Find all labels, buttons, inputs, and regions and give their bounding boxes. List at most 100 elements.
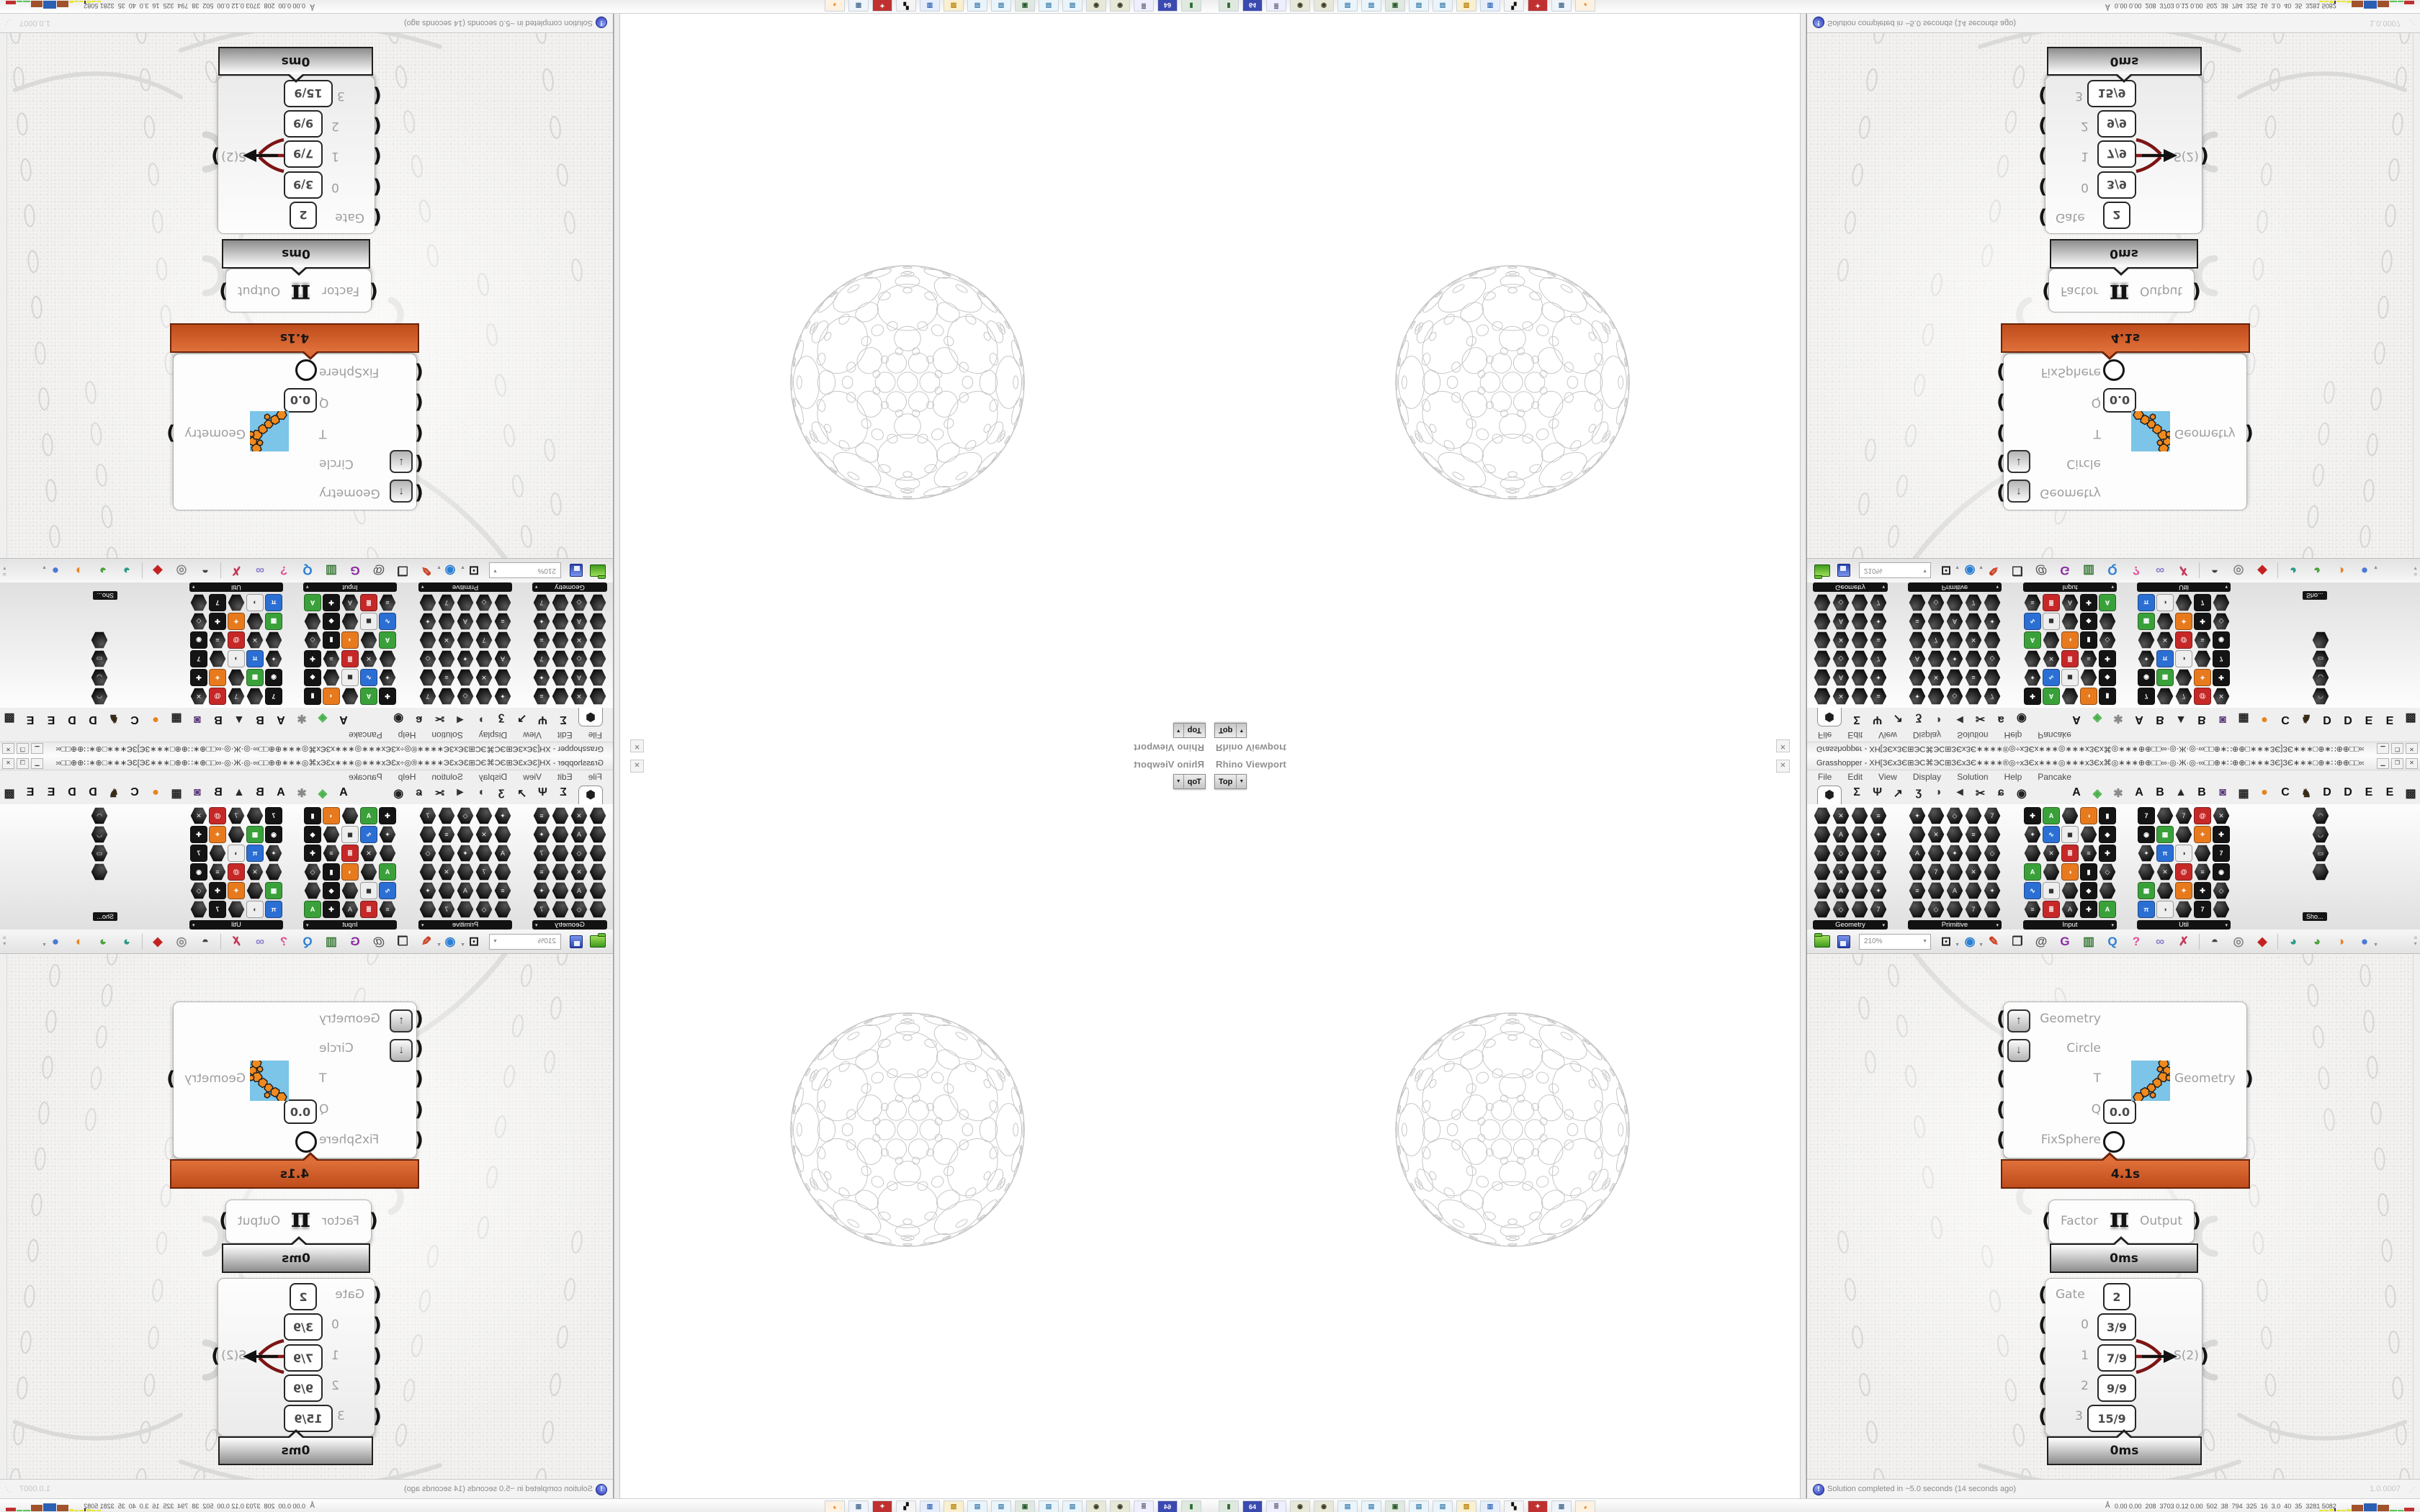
component-icon[interactable]: ◇: [2213, 613, 2230, 630]
canvas-scrollbar[interactable]: [0, 32, 7, 558]
component-icon[interactable]: [2080, 669, 2097, 686]
surface-tab-icon[interactable]: ◗: [477, 714, 485, 726]
component-icon[interactable]: A: [1832, 669, 1850, 686]
component-icon[interactable]: ▦: [265, 613, 282, 630]
component-icon[interactable]: ✕: [1832, 688, 1850, 705]
component-icon[interactable]: ✦: [2194, 669, 2211, 686]
arrow-up-icon[interactable]: ↑: [2007, 1009, 2030, 1032]
component-icon[interactable]: 7: [2213, 845, 2230, 862]
zoom-combobox[interactable]: 210% ▼: [1859, 562, 1931, 579]
component-icon[interactable]: [2099, 882, 2116, 899]
component-icon[interactable]: ≣: [2043, 594, 2060, 611]
component-icon[interactable]: ◇: [570, 901, 588, 918]
folder-icon[interactable]: ▨: [1456, 1500, 1476, 1512]
component-icon[interactable]: ✕: [2156, 631, 2174, 649]
component-icon[interactable]: [494, 826, 511, 843]
plugin-tab-dot[interactable]: ●: [2261, 786, 2268, 798]
plugin-tab-leaf[interactable]: ◈: [318, 788, 328, 800]
input-socket-gate[interactable]: (: [2038, 1284, 2048, 1306]
component-icon[interactable]: ✕: [246, 631, 264, 649]
preview-eye-icon[interactable]: ◉ ▼: [1964, 934, 1984, 948]
surface-tab-icon[interactable]: ◗: [477, 786, 485, 798]
seal-icon[interactable]: ◉: [1290, 0, 1310, 12]
stream-value-box[interactable]: 7/9: [284, 140, 323, 168]
palette-category-bar-primitive[interactable]: Primitive ▾: [418, 582, 512, 592]
component-icon[interactable]: ✕: [2213, 688, 2230, 705]
component-icon[interactable]: ≡: [2194, 631, 2211, 649]
menu-item-help[interactable]: Help: [2004, 772, 2022, 782]
preview-shaded-icon[interactable]: ◆: [153, 564, 163, 578]
sketch-pen-icon[interactable]: ✎: [421, 934, 432, 948]
component-icon[interactable]: [475, 882, 493, 899]
plugin-tab-b2[interactable]: B: [2197, 714, 2206, 726]
component-icon[interactable]: ≡: [1870, 807, 1887, 824]
plugin-tab-a2[interactable]: A: [2135, 786, 2143, 798]
plugin-tab-a1[interactable]: A: [2072, 714, 2081, 726]
display-tab-icon[interactable]: ◉: [2016, 788, 2027, 800]
notepad2-icon[interactable]: ▤: [1039, 1500, 1059, 1512]
output-socket-stream[interactable]: ): [2200, 145, 2209, 167]
tab-params-selected[interactable]: ⬢: [578, 707, 603, 726]
component-icon[interactable]: ✦: [419, 882, 436, 899]
viewport-projection-dropdown[interactable]: Top ▼: [1214, 774, 1247, 789]
plugin-tab-dot[interactable]: ●: [152, 786, 159, 798]
input-socket-circle[interactable]: (: [414, 1038, 424, 1060]
sets-tab-icon[interactable]: Ψ: [537, 786, 547, 798]
input-socket-gate[interactable]: (: [2038, 206, 2048, 228]
component-icon[interactable]: [2213, 594, 2230, 611]
menu-item-edit[interactable]: Edit: [1847, 772, 1863, 782]
component-icon[interactable]: [589, 688, 606, 705]
ball-green-icon[interactable]: ◕: [99, 564, 107, 578]
component-icon[interactable]: ≣: [341, 845, 359, 862]
component-icon[interactable]: A: [304, 901, 321, 918]
component-icon[interactable]: [1851, 631, 1868, 649]
zoom-extents-icon[interactable]: ⊡ ▼: [460, 564, 480, 578]
component-icon[interactable]: [1984, 863, 2001, 881]
resize-grip[interactable]: ⋰: [4, 19, 11, 26]
component-icon[interactable]: ∿: [379, 882, 396, 899]
component-icon[interactable]: [419, 594, 436, 611]
component-icon[interactable]: ✚: [2024, 688, 2041, 705]
calculator-icon[interactable]: ▦: [848, 1500, 869, 1512]
component-icon[interactable]: [1814, 631, 1831, 649]
folder-icon[interactable]: ▨: [944, 1500, 964, 1512]
plugin-tab-b2[interactable]: B: [2197, 786, 2206, 798]
component-icon[interactable]: ✕: [1927, 669, 1945, 686]
notepad4-icon[interactable]: ▤: [967, 0, 987, 12]
component-icon[interactable]: ✚: [2099, 845, 2116, 862]
component-icon[interactable]: [1814, 669, 1831, 686]
crossing-wires-icon[interactable]: ✗: [2178, 934, 2190, 948]
console-icon[interactable]: ▮: [1219, 1500, 1239, 1512]
chevron-down-icon[interactable]: ▾: [2111, 922, 2114, 928]
q-value-box[interactable]: 0.0: [284, 388, 317, 413]
checker-icon[interactable]: ▚: [896, 0, 916, 12]
component-icon[interactable]: A: [2043, 807, 2060, 824]
component-icon[interactable]: ✕: [570, 863, 588, 881]
component-icon[interactable]: ✦: [1870, 613, 1887, 630]
component-icon[interactable]: [2061, 688, 2079, 705]
component-icon[interactable]: [1814, 882, 1831, 899]
save-document-icon[interactable]: [570, 935, 583, 948]
component-icon[interactable]: 7: [1870, 594, 1887, 611]
component-icon[interactable]: ▦: [2156, 669, 2174, 686]
component-icon[interactable]: [438, 650, 455, 667]
component-icon[interactable]: 7: [1984, 807, 2001, 824]
component-icon[interactable]: ◇: [304, 863, 321, 881]
component-icon[interactable]: [2061, 613, 2079, 630]
folder-icon[interactable]: ▨: [944, 0, 964, 12]
toolbar-overflow-icon[interactable]: ≡ ▾: [3, 935, 6, 947]
console-icon[interactable]: ▮: [1219, 0, 1239, 12]
input-socket-q[interactable]: (: [414, 1099, 424, 1121]
grasshopper-titlebar[interactable]: Grasshopper - XH[ЗЄxЗЄ⊞ЭC⌘ЭC⊞ЗЄxЗЄ∗∗∗∗®◎…: [0, 756, 613, 770]
component-icon[interactable]: 7: [265, 807, 282, 824]
stream-value-box[interactable]: 7/9: [2097, 140, 2136, 168]
component-icon[interactable]: ≣: [360, 594, 377, 611]
component-icon[interactable]: [2080, 826, 2097, 843]
cluster-icon[interactable]: @: [2035, 934, 2048, 948]
component-icon[interactable]: [457, 631, 474, 649]
checker-icon[interactable]: ▚: [896, 1500, 916, 1512]
ball-orange-icon[interactable]: ◑: [2336, 934, 2345, 948]
input-socket-gate[interactable]: (: [372, 1284, 382, 1306]
scroll-icon[interactable]: ≣: [1266, 1500, 1286, 1512]
output-socket-geometry[interactable]: ): [166, 1068, 176, 1090]
